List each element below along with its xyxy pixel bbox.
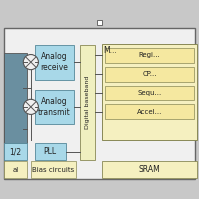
- FancyBboxPatch shape: [4, 161, 27, 178]
- Text: 1/2: 1/2: [9, 147, 21, 156]
- Circle shape: [23, 99, 38, 114]
- Text: al: al: [12, 167, 19, 173]
- FancyBboxPatch shape: [105, 48, 194, 63]
- Text: Sequ...: Sequ...: [138, 90, 162, 96]
- FancyBboxPatch shape: [105, 86, 194, 100]
- Text: Regi...: Regi...: [139, 52, 161, 58]
- Text: Analog
receive: Analog receive: [40, 53, 68, 72]
- Text: SRAM: SRAM: [139, 165, 161, 174]
- FancyBboxPatch shape: [4, 28, 195, 179]
- Text: PLL: PLL: [44, 147, 57, 156]
- FancyBboxPatch shape: [102, 161, 197, 178]
- FancyBboxPatch shape: [35, 45, 74, 80]
- Text: M...: M...: [103, 46, 117, 55]
- FancyBboxPatch shape: [102, 44, 197, 140]
- Text: Bias circuits: Bias circuits: [32, 167, 74, 173]
- Text: Analog
transmit: Analog transmit: [38, 97, 71, 117]
- FancyBboxPatch shape: [35, 90, 74, 124]
- Text: Accel...: Accel...: [137, 109, 162, 115]
- FancyBboxPatch shape: [35, 143, 66, 160]
- Circle shape: [23, 55, 38, 70]
- FancyBboxPatch shape: [105, 104, 194, 119]
- FancyBboxPatch shape: [105, 67, 194, 82]
- Text: Digital baseband: Digital baseband: [85, 76, 90, 129]
- Text: CP...: CP...: [142, 71, 157, 77]
- FancyBboxPatch shape: [97, 20, 102, 25]
- FancyBboxPatch shape: [4, 143, 27, 160]
- FancyBboxPatch shape: [80, 45, 95, 160]
- FancyBboxPatch shape: [4, 53, 27, 143]
- FancyBboxPatch shape: [31, 161, 76, 178]
